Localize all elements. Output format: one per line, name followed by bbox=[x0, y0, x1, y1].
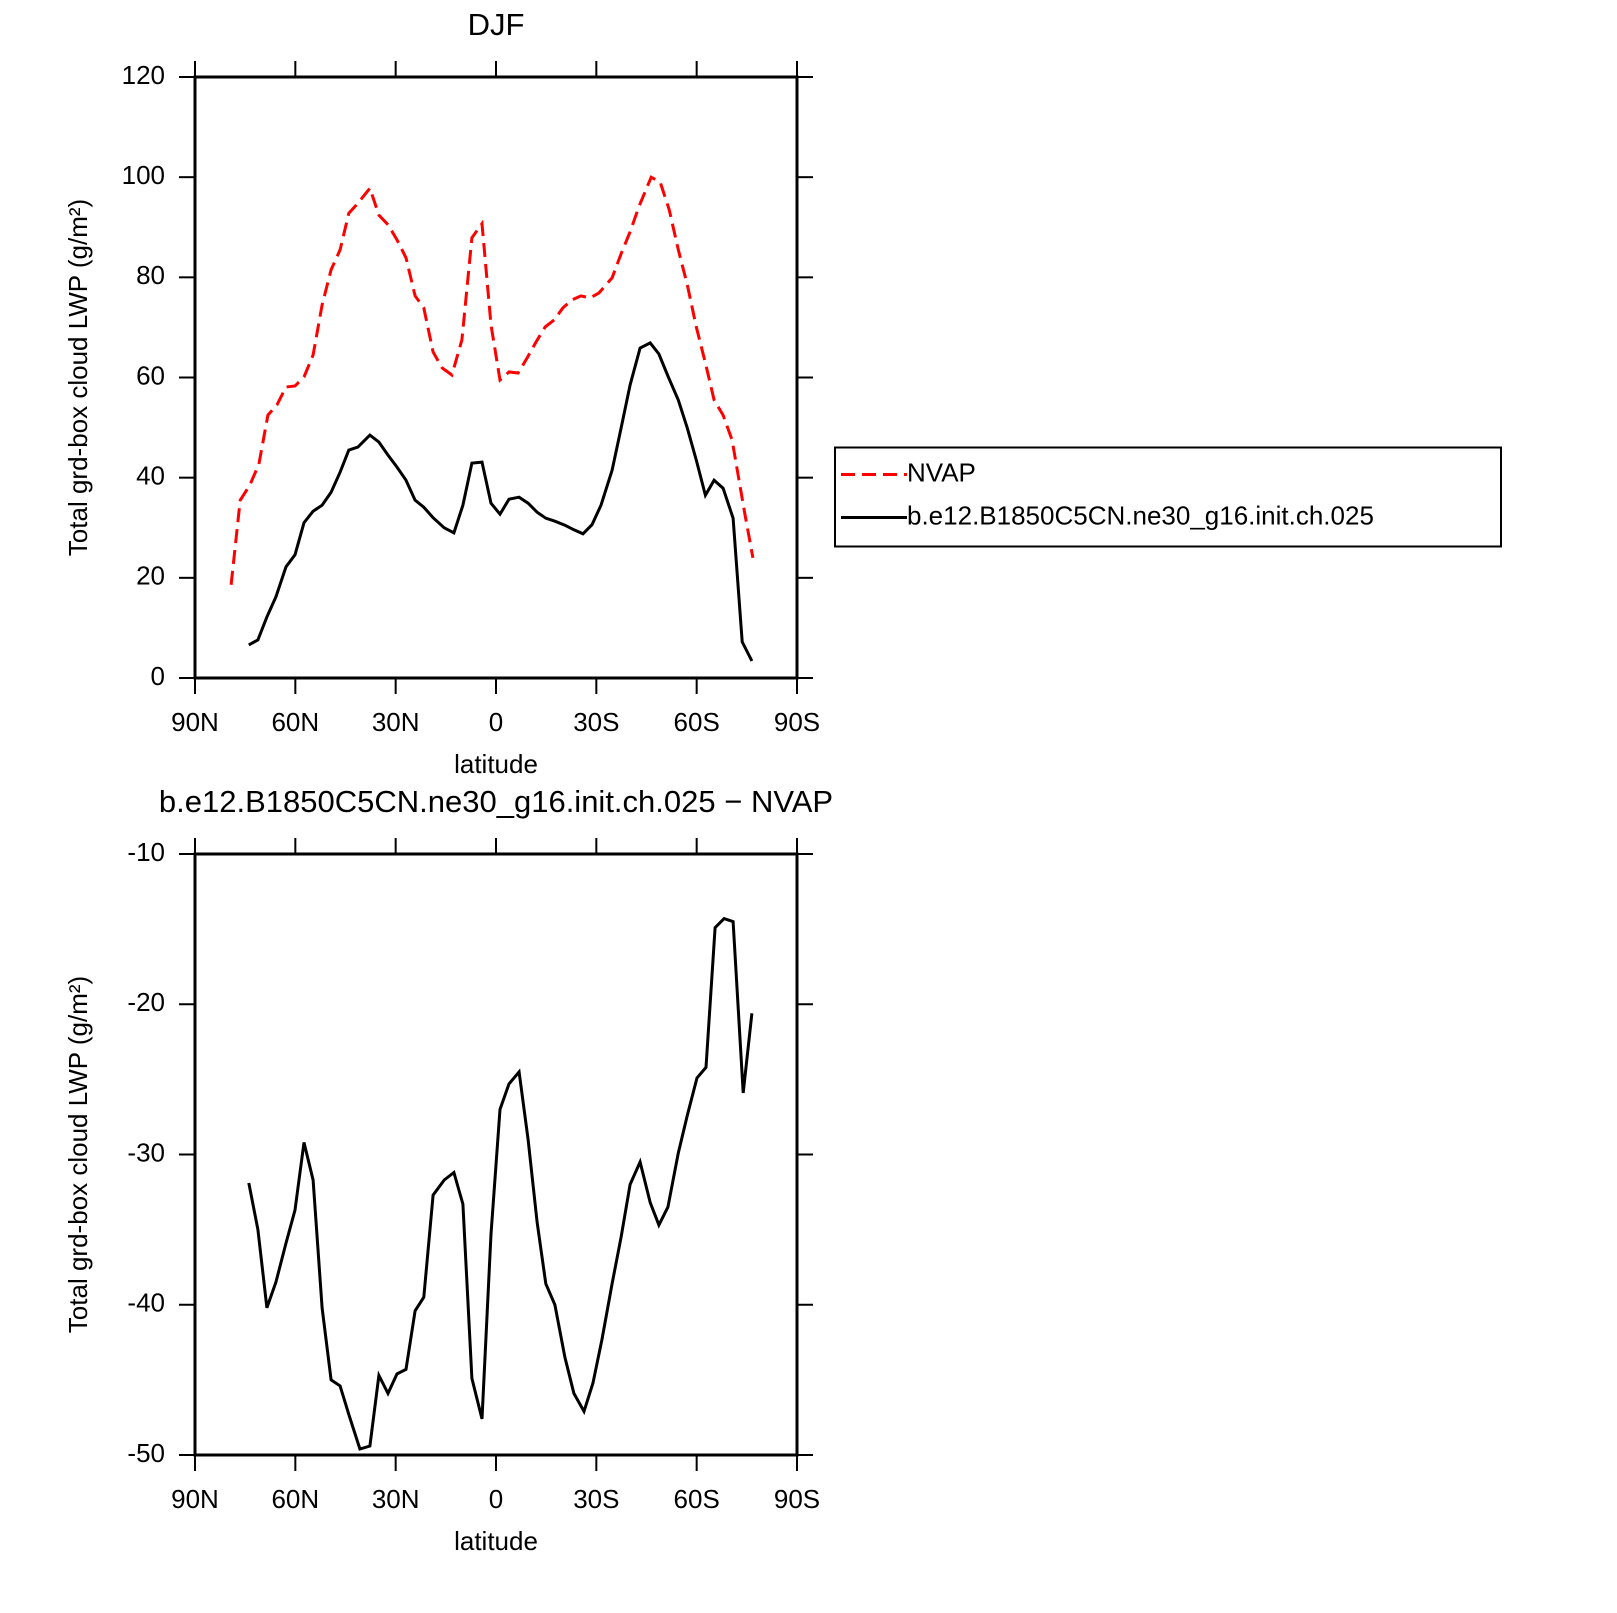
y-tick-label: 40 bbox=[136, 461, 165, 491]
legend-label: NVAP bbox=[907, 457, 976, 487]
data-line bbox=[248, 341, 754, 662]
y-tick-label: -50 bbox=[127, 1438, 165, 1468]
chart-title: DJF bbox=[468, 7, 525, 42]
x-tick-label: 60S bbox=[674, 1484, 720, 1514]
x-tick-label: 30S bbox=[573, 707, 619, 737]
plot-frame bbox=[193, 852, 799, 1457]
x-tick-label: 30N bbox=[372, 707, 420, 737]
y-tick-label: -30 bbox=[127, 1137, 165, 1167]
x-tick-label: 30S bbox=[573, 1484, 619, 1514]
y-tick-label: -10 bbox=[127, 837, 165, 867]
x-axis-label: latitude bbox=[454, 749, 538, 779]
y-axis-label: Total grd-box cloud LWP (g/m²) bbox=[63, 976, 93, 1333]
x-tick-label: 90N bbox=[171, 1484, 219, 1514]
x-tick-label: 30N bbox=[372, 1484, 420, 1514]
y-tick-label: 0 bbox=[151, 661, 165, 691]
x-axis-label: latitude bbox=[454, 1526, 538, 1556]
y-tick-label: -20 bbox=[127, 987, 165, 1017]
y-tick-label: -40 bbox=[127, 1288, 165, 1318]
y-axis-label: Total grd-box cloud LWP (g/m²) bbox=[63, 199, 93, 556]
legend-box bbox=[834, 446, 1502, 548]
x-tick-label: 0 bbox=[489, 1484, 503, 1514]
chart-title: b.e12.B1850C5CN.ne30_g16.init.ch.025 − N… bbox=[159, 784, 833, 819]
x-tick-label: 60N bbox=[271, 1484, 319, 1514]
x-tick-label: 60N bbox=[271, 707, 319, 737]
x-tick-label: 60S bbox=[674, 707, 720, 737]
x-tick-label: 90N bbox=[171, 707, 219, 737]
data-line bbox=[229, 175, 755, 585]
y-tick-label: 20 bbox=[136, 561, 165, 591]
legend-label: b.e12.B1850C5CN.ne30_g16.init.ch.025 bbox=[907, 500, 1374, 530]
plot-frame bbox=[193, 75, 799, 680]
data-line bbox=[247, 916, 754, 1451]
y-tick-label: 60 bbox=[136, 360, 165, 390]
y-tick-label: 120 bbox=[122, 60, 165, 90]
y-tick-label: 80 bbox=[136, 260, 165, 290]
x-tick-label: 0 bbox=[489, 707, 503, 737]
x-tick-label: 90S bbox=[774, 1484, 820, 1514]
x-tick-label: 90S bbox=[774, 707, 820, 737]
y-tick-label: 100 bbox=[122, 160, 165, 190]
